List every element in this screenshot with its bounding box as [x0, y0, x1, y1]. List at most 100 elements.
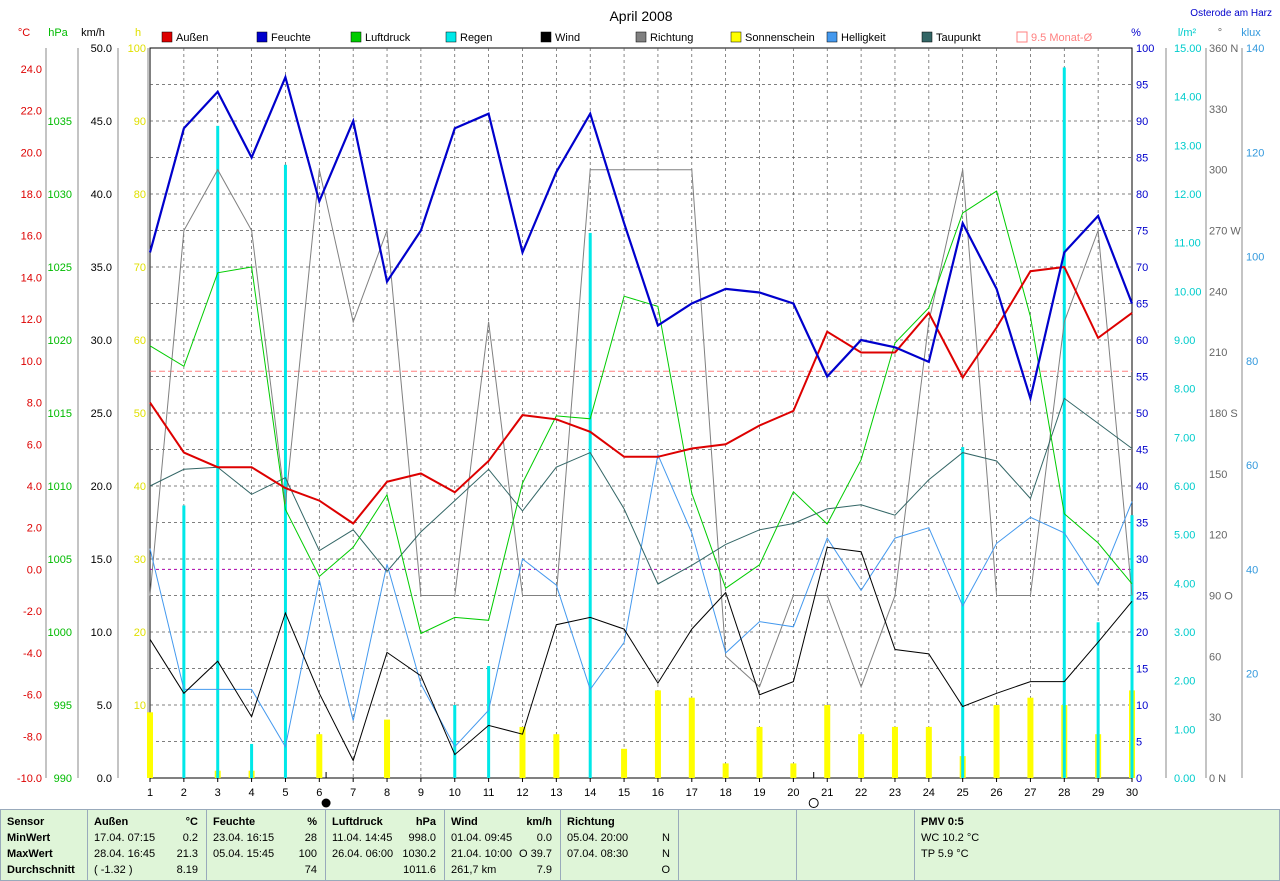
- stats-col-wind: Wind km/h 01.04. 09:45 0.0 21.04. 10:00 …: [445, 810, 561, 880]
- legend-label: Feuchte: [271, 32, 311, 44]
- tick-label-temp: -10.0: [17, 773, 42, 785]
- x-tick-label: 7: [350, 787, 356, 799]
- legend-label: Richtung: [650, 32, 693, 44]
- axis-unit-label: hPa: [48, 27, 68, 39]
- stats-header-feuchte: Feuchte: [213, 816, 256, 828]
- tick-label-sun: 60: [134, 335, 146, 347]
- tick-label-humidity: 90: [1136, 116, 1148, 128]
- tick-label-direction: 210: [1209, 347, 1227, 359]
- tick-label-rain: 15.00: [1174, 43, 1202, 55]
- tick-label-pressure: 1025: [48, 262, 72, 274]
- stats-richtung-max-time: 07.04. 08:30: [567, 848, 629, 860]
- weather-chart: April 2008 Osterode am Harz Außen Feuchte…: [16, 8, 1272, 808]
- legend-label: 9.5 Monat-Ø: [1031, 32, 1093, 44]
- stats-luftdruck-max-time: 26.04. 06:00: [332, 848, 394, 860]
- tick-label-humidity: 55: [1136, 372, 1148, 384]
- tick-label-wind: 45.0: [91, 116, 112, 128]
- rain-bar: [1062, 67, 1066, 778]
- stats-col-sensor: Sensor MinWert MaxWert Durchschnitt: [1, 810, 88, 880]
- tick-label-direction: 30: [1209, 712, 1221, 724]
- stats-aussen-max-value: 21.3: [176, 848, 198, 860]
- tick-label-wind: 15.0: [91, 554, 112, 566]
- stats-feuchte-max-time: 05.04. 15:45: [213, 848, 275, 860]
- legend-swatch: [161, 31, 173, 43]
- tick-label-temp: 6.0: [27, 439, 42, 451]
- sun-bar: [824, 705, 831, 778]
- stats-feuchte-min-time: 23.04. 16:15: [213, 832, 275, 844]
- tick-label-rain: 14.00: [1174, 92, 1202, 104]
- tick-label-sun: 30: [134, 554, 146, 566]
- tick-label-humidity: 30: [1136, 554, 1148, 566]
- rain-bar: [588, 232, 592, 778]
- tick-label-rain: 8.00: [1174, 384, 1195, 396]
- sun-bar: [858, 734, 865, 778]
- stats-header-pmv: PMV 0:5: [921, 816, 964, 828]
- legend-swatch: [445, 31, 457, 43]
- legend-label: Taupunkt: [936, 32, 981, 44]
- tick-label-rain: 10.00: [1174, 286, 1202, 298]
- tick-label-light: 60: [1246, 460, 1258, 472]
- axis-unit-label: klux: [1241, 27, 1261, 39]
- stats-richtung-max-value: N: [662, 848, 670, 860]
- tick-label-temp: -2.0: [23, 606, 42, 618]
- tick-label-humidity: 10: [1136, 700, 1148, 712]
- tick-label-pressure: 1035: [48, 116, 72, 128]
- x-tick-label: 12: [516, 787, 528, 799]
- x-tick-label: 18: [720, 787, 732, 799]
- tick-label-humidity: 25: [1136, 591, 1148, 603]
- left-axes: 24.0 22.0 20.0 18.0 16.0 14.0 12.0 10.0 8.0 6.0 4.…: [17, 43, 149, 785]
- tick-label-wind: 50.0: [91, 43, 112, 55]
- stats-feuchte-min-value: 28: [304, 832, 317, 844]
- sun-bar: [316, 734, 323, 778]
- bar-series: [147, 67, 1135, 779]
- axis-unit-label: %: [1131, 27, 1141, 39]
- tick-label-direction: 330: [1209, 104, 1227, 116]
- sun-bar: [553, 734, 560, 778]
- chart-legend: Außen Feuchte Luftdruck Regen Wind Richtung So…: [161, 31, 1093, 44]
- legend-item: Feuchte: [256, 31, 311, 44]
- tick-label-light: 100: [1246, 252, 1264, 264]
- x-axis: 1 2 3 4 5 6 7 8 9 10 11 12 13 14 15 16 17 18 19 20 21 22 23 24 2…: [147, 778, 1138, 799]
- x-tick-label: 4: [249, 787, 255, 799]
- tick-label-light: 120: [1246, 147, 1264, 159]
- legend-swatch: [730, 31, 742, 43]
- tick-label-direction: 120: [1209, 530, 1227, 542]
- tick-label-rain: 4.00: [1174, 578, 1195, 590]
- stats-col-aussen: Außen °C 17.04. 07:15 0.2 28.04. 16:45 2…: [88, 810, 207, 880]
- legend-item: Taupunkt: [921, 31, 981, 44]
- x-tick-label: 2: [181, 787, 187, 799]
- tick-label-light: 40: [1246, 564, 1258, 576]
- x-tick-label: 9: [418, 787, 424, 799]
- tick-label-rain: 6.00: [1174, 481, 1195, 493]
- sun-bar: [1027, 697, 1034, 778]
- legend-item: Außen: [161, 31, 208, 44]
- tick-label-sun: 10: [134, 700, 146, 712]
- location-label: Osterode am Harz: [1190, 8, 1272, 19]
- tick-label-humidity: 20: [1136, 627, 1148, 639]
- stats-unit-aussen: °C: [185, 816, 198, 828]
- tick-label-sun: 20: [134, 627, 146, 639]
- x-tick-label: 20: [787, 787, 799, 799]
- tick-label-humidity: 70: [1136, 262, 1148, 274]
- sun-bar: [654, 690, 661, 778]
- sun-bar: [519, 726, 526, 778]
- new-moon-icon: [321, 798, 331, 808]
- right-axes: 1009590858075706560555045403530252015105…: [1136, 43, 1264, 785]
- x-tick-label: 21: [821, 787, 833, 799]
- tick-label-humidity: 50: [1136, 408, 1148, 420]
- stats-label-min: MinWert: [7, 832, 51, 844]
- tick-label-sun: 80: [134, 189, 146, 201]
- tick-label-wind: 10.0: [91, 627, 112, 639]
- tick-label-rain: 3.00: [1174, 627, 1195, 639]
- legend-swatch: [540, 31, 552, 43]
- tick-label-temp: -8.0: [23, 731, 42, 743]
- axis-units: °C hPa km/h h% l/m² ° klux: [18, 27, 1261, 39]
- stats-unit-feuchte: %: [307, 816, 317, 828]
- tick-label-rain: 13.00: [1174, 140, 1202, 152]
- legend-item: Sonnenschein: [730, 31, 815, 44]
- tick-label-temp: 18.0: [21, 189, 42, 201]
- tick-label-humidity: 40: [1136, 481, 1148, 493]
- tick-label-sun: 90: [134, 116, 146, 128]
- tick-label-temp: 16.0: [21, 231, 42, 243]
- x-tick-label: 11: [483, 787, 494, 799]
